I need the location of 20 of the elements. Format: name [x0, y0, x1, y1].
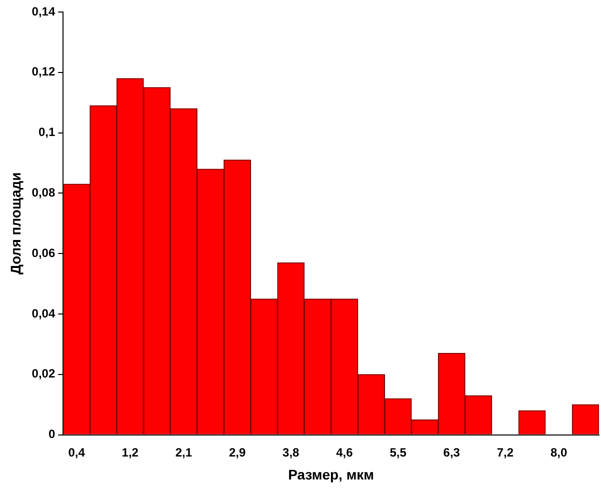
x-tick-label: 1,2 [122, 445, 139, 460]
x-tick-label: 2,1 [175, 445, 192, 460]
y-tick-label: 0,06 [32, 246, 56, 260]
y-tick-label: 0,14 [32, 4, 56, 18]
x-tick-label: 0,4 [68, 445, 86, 460]
y-tick-label: 0,1 [38, 125, 56, 140]
x-tick-label: 3,8 [282, 445, 300, 460]
y-tick-label: 0,12 [32, 64, 56, 79]
y-tick-label: 0,08 [32, 186, 56, 200]
y-tick-label: 0 [48, 427, 56, 442]
y-tick-label: 0,04 [32, 306, 56, 320]
x-tick-label: 8,0 [550, 445, 568, 460]
x-tick-label: 5,5 [390, 445, 407, 460]
y-axis-title: Доля площади [7, 172, 24, 275]
y-tick-label: 0,02 [32, 366, 56, 381]
x-axis-title: Размер, мкм [288, 466, 374, 482]
x-tick-label: 2,9 [228, 445, 246, 460]
x-tick-label: 4,6 [336, 445, 354, 460]
x-tick-label: 6,3 [443, 445, 460, 460]
x-tick-label: 7,2 [496, 445, 514, 460]
